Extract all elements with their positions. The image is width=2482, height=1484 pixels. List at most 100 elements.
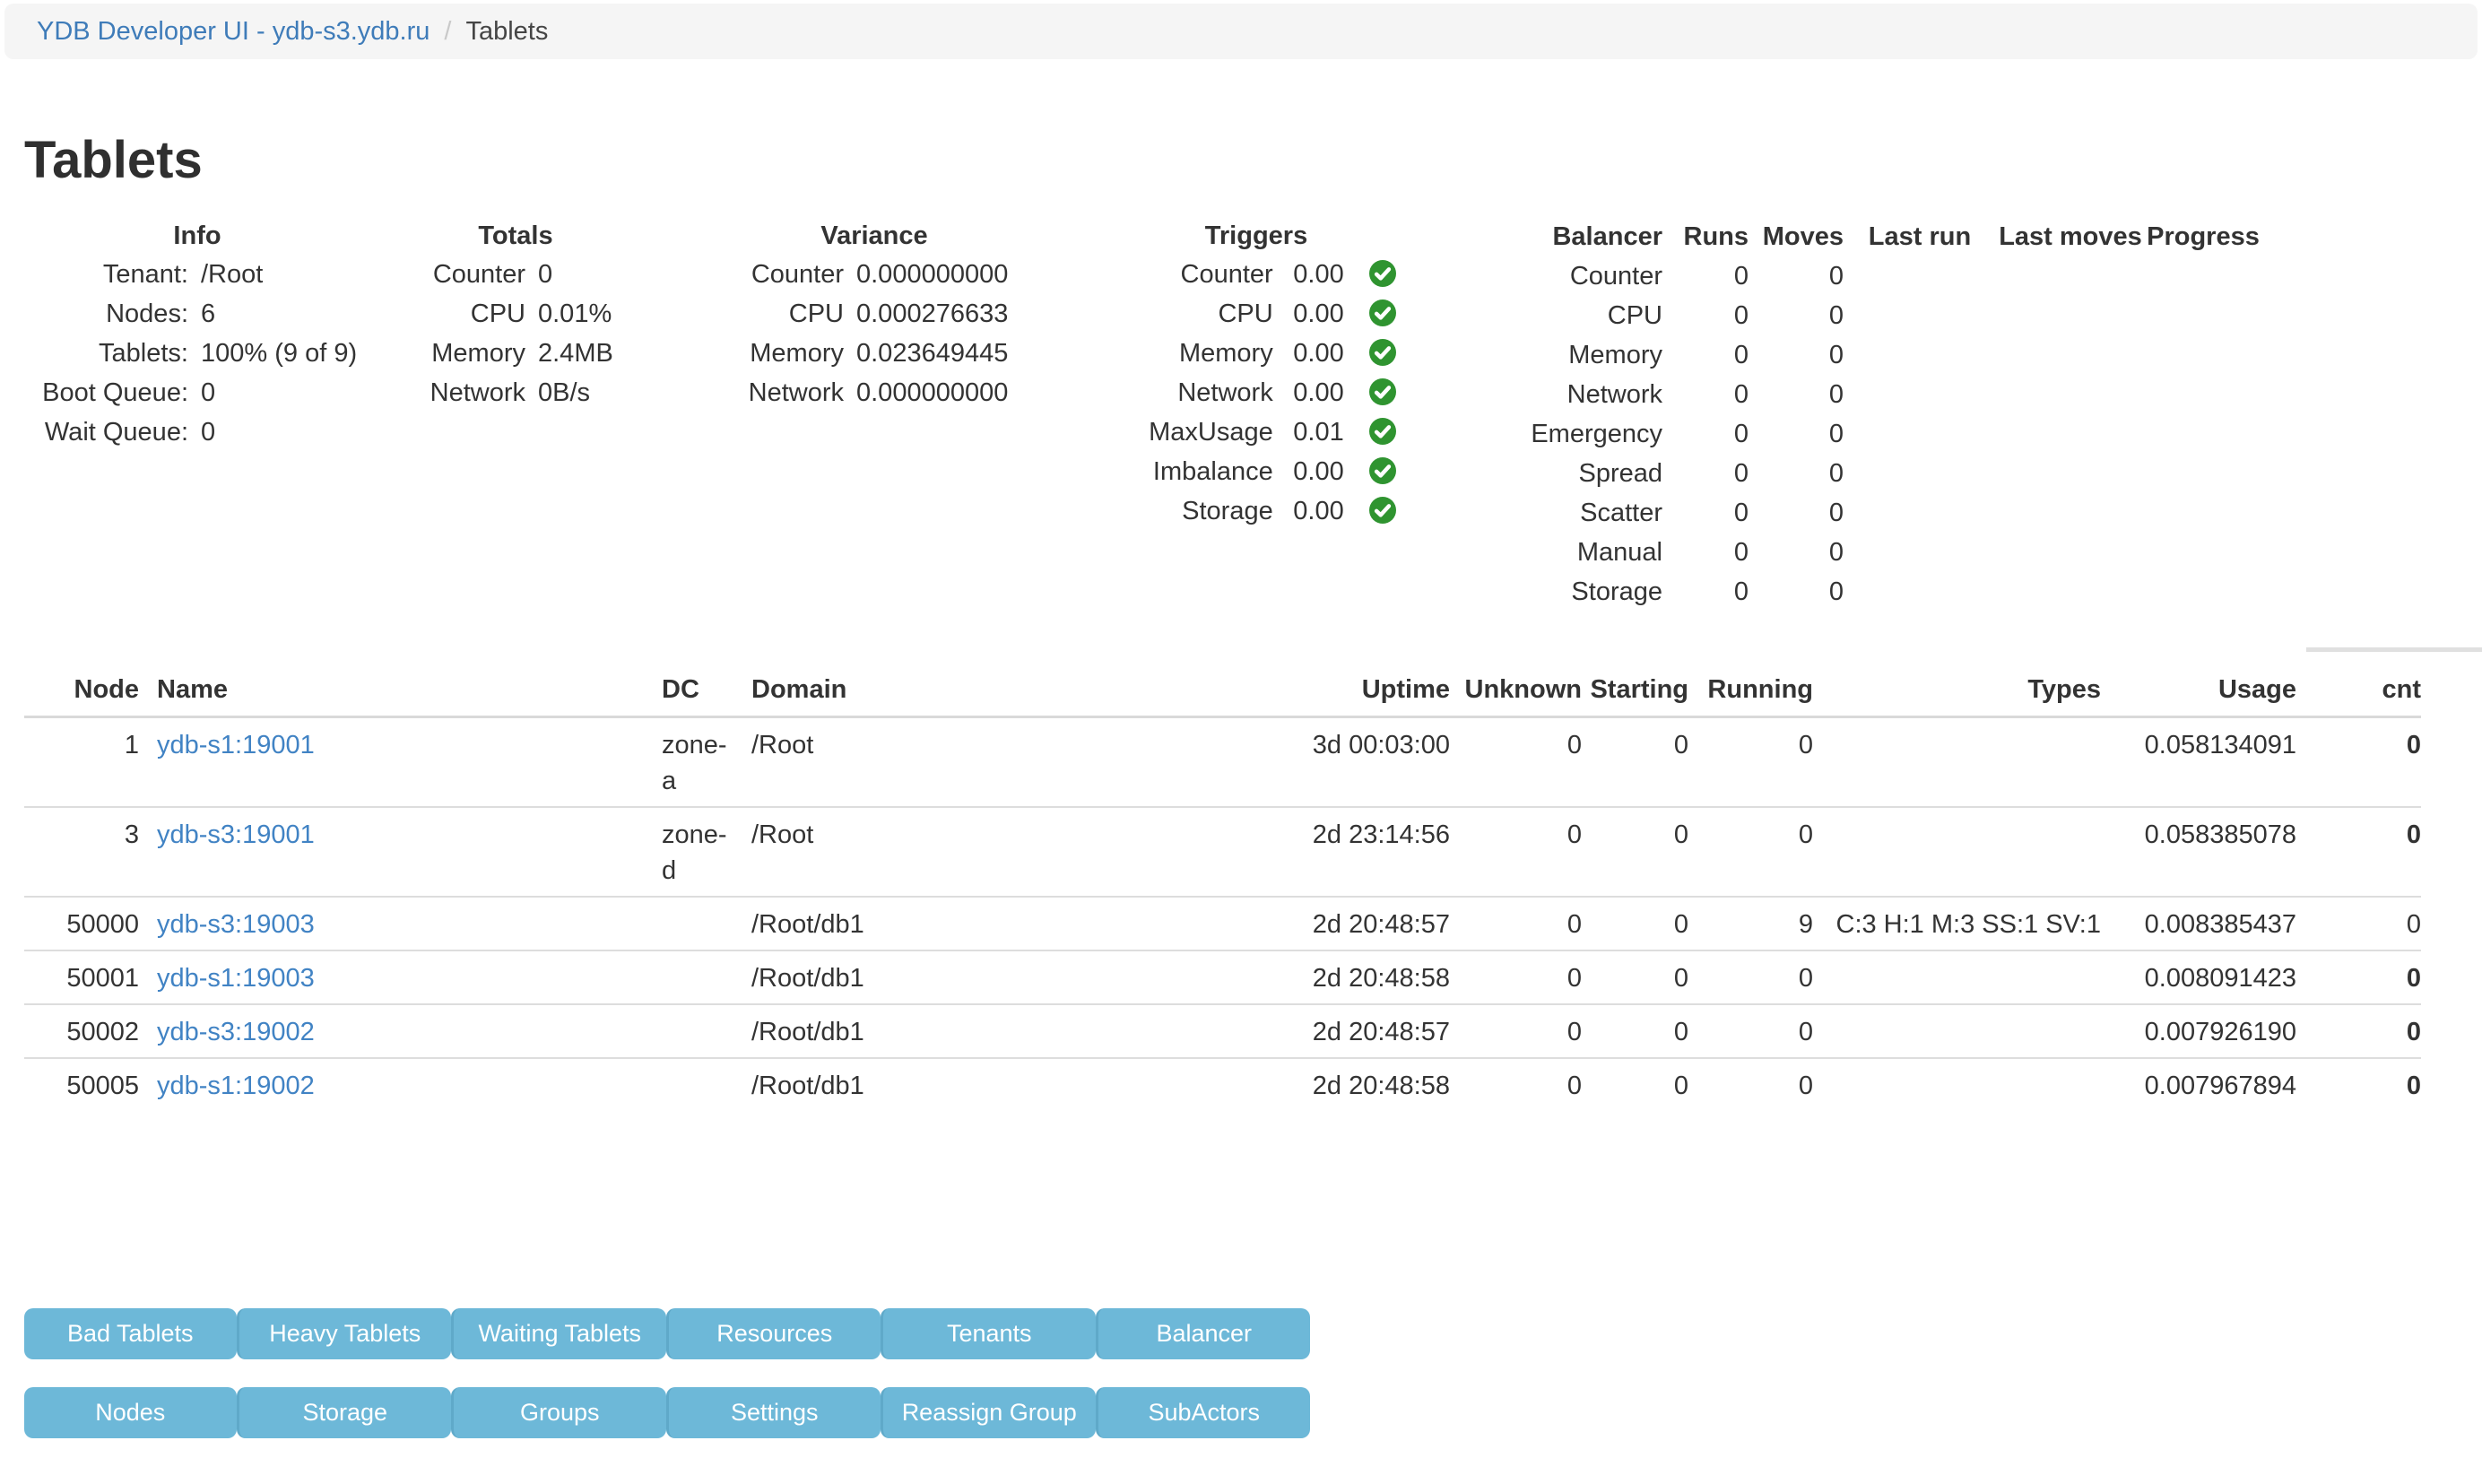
cell-starting: 0: [1582, 806, 1688, 897]
moves-value: 0: [1828, 538, 1844, 567]
balancer-row: Manual 0 0: [1519, 533, 2261, 572]
stat-value: 6: [201, 299, 216, 328]
balancer-row: Scatter 0 0: [1519, 493, 2261, 533]
stat-row: Boot Queue: 0: [27, 373, 368, 412]
balancer-label: Manual: [1576, 538, 1662, 567]
moves-header: Moves: [1762, 222, 1844, 251]
cell-usage: 0.007926190: [2101, 1003, 2296, 1058]
check-circle-icon: [1369, 418, 1396, 445]
balancer-row: Counter 0 0: [1519, 256, 2261, 296]
action-buttons-row-1: Bad Tablets Heavy Tablets Waiting Tablet…: [24, 1308, 1310, 1359]
node-link[interactable]: ydb-s3:19003: [157, 910, 315, 939]
runs-header: Runs: [1683, 222, 1749, 251]
balancer-button[interactable]: Balancer: [1095, 1308, 1310, 1359]
variance-panel-title: Variance: [820, 221, 928, 250]
stat-row: Counter 0.000000000: [695, 255, 1054, 294]
node-link[interactable]: ydb-s1:19003: [157, 964, 315, 993]
stat-label: Network: [1177, 378, 1273, 407]
settings-button[interactable]: Settings: [665, 1387, 881, 1438]
balancer-label: Storage: [1571, 577, 1662, 606]
groups-button[interactable]: Groups: [451, 1387, 666, 1438]
stat-label: Memory: [1178, 339, 1273, 368]
runs-value: 0: [1733, 380, 1749, 409]
check-circle-icon: [1369, 260, 1396, 287]
progress-header: Progress: [2147, 222, 2260, 251]
cell-running: 9: [1688, 896, 1813, 950]
stat-label: Imbalance: [1152, 457, 1273, 486]
moves-value: 0: [1828, 301, 1844, 330]
nodes-button[interactable]: Nodes: [24, 1387, 237, 1438]
check-circle-icon: [1369, 457, 1396, 484]
stat-row: Wait Queue: 0: [27, 412, 368, 452]
cell-domain: /Root: [751, 806, 1289, 897]
stat-row: CPU 0.00: [1116, 294, 1396, 334]
stat-row: MaxUsage 0.01: [1116, 412, 1396, 452]
cell-starting: 0: [1582, 950, 1688, 1004]
breadcrumb: YDB Developer UI - ydb-s3.ydb.ru / Tablets: [4, 4, 2478, 59]
cell-running: 0: [1688, 716, 1813, 807]
cell-cnt: 0: [2296, 1003, 2421, 1058]
runs-value: 0: [1733, 538, 1749, 567]
types-header: Types: [1813, 665, 2101, 718]
reassign-group-button[interactable]: Reassign Group: [881, 1387, 1096, 1438]
balancer-label: CPU: [1607, 301, 1662, 330]
stat-label: Tablets:: [99, 339, 188, 368]
tenants-button[interactable]: Tenants: [881, 1308, 1096, 1359]
balancer-table: Balancer Runs Moves Last run Last moves …: [1519, 217, 2261, 612]
node-header: Node: [24, 665, 139, 718]
stat-row: Network 0.000000000: [695, 373, 1054, 412]
triggers-table: Counter 0.00 CPU 0.00 Memory 0.00 Network 0.…: [1116, 255, 1396, 531]
resources-button[interactable]: Resources: [665, 1308, 881, 1359]
node-link[interactable]: ydb-s3:19002: [157, 1018, 315, 1046]
stat-label: Network: [748, 378, 844, 407]
stat-row: Memory 0.023649445: [695, 334, 1054, 373]
last-moves-header: Last moves: [1999, 222, 2142, 251]
triggers-panel-title: Triggers: [1204, 221, 1308, 250]
stat-row: Imbalance 0.00: [1116, 452, 1396, 491]
stat-value: 100% (9 of 9): [201, 339, 358, 368]
subactors-button[interactable]: SubActors: [1095, 1387, 1310, 1438]
node-link[interactable]: ydb-s1:19001: [157, 731, 315, 759]
stat-label: Tenant:: [102, 260, 188, 289]
cell-usage: 0.007967894: [2101, 1057, 2296, 1111]
variance-table: Counter 0.000000000 CPU 0.000276633 Memory…: [695, 255, 1054, 412]
stat-row: Storage 0.00: [1116, 491, 1396, 531]
cell-node: 50002: [24, 1003, 139, 1058]
stat-value: /Root: [201, 260, 264, 289]
usage-header: Usage: [2101, 665, 2296, 718]
breadcrumb-home-link[interactable]: YDB Developer UI - ydb-s3.ydb.ru: [37, 17, 430, 46]
waiting-tablets-button[interactable]: Waiting Tablets: [451, 1308, 666, 1359]
cell-types: [1813, 1057, 2101, 1111]
variance-panel: Variance Counter 0.000000000 CPU 0.0002766…: [695, 217, 1054, 412]
check-circle-icon: [1369, 378, 1396, 405]
stat-row: Counter 0: [404, 255, 628, 294]
stat-label: Counter: [432, 260, 525, 289]
cell-dc: zone-d: [662, 806, 751, 897]
cell-types: [1813, 1003, 2101, 1058]
storage-button[interactable]: Storage: [236, 1387, 451, 1438]
bad-tablets-button[interactable]: Bad Tablets: [24, 1308, 237, 1359]
runs-value: 0: [1733, 577, 1749, 606]
cell-node: 3: [24, 806, 139, 897]
stat-label: CPU: [788, 299, 844, 328]
stat-value: 0.00: [1293, 497, 1344, 525]
cell-node: 50000: [24, 896, 139, 950]
stat-label: Counter: [751, 260, 844, 289]
uptime-header: Uptime: [1289, 665, 1450, 718]
node-link[interactable]: ydb-s1:19002: [157, 1072, 315, 1100]
stat-value: 0: [201, 418, 216, 447]
cell-cnt: 0: [2296, 806, 2421, 897]
node-link[interactable]: ydb-s3:19001: [157, 820, 315, 849]
stat-row: Counter 0.00: [1116, 255, 1396, 294]
stat-value: 2.4MB: [538, 339, 613, 368]
balancer-row: Emergency 0 0: [1519, 414, 2261, 454]
heavy-tablets-button[interactable]: Heavy Tablets: [236, 1308, 451, 1359]
unknown-header: Unknown: [1450, 665, 1582, 718]
table-row: 3 ydb-s3:19001 zone-d /Root 2d 23:14:56 …: [24, 806, 2421, 897]
balancer-row: Network 0 0: [1519, 375, 2261, 414]
cell-domain: /Root/db1: [751, 950, 1289, 1004]
totals-panel: Totals Counter 0 CPU 0.01% Memory 2.4MB Net…: [404, 217, 628, 412]
triggers-panel: Triggers Counter 0.00 CPU 0.00 Memory 0.00 …: [1116, 217, 1396, 531]
cnt-column-top-border: [2306, 647, 2482, 652]
cell-node: 1: [24, 716, 139, 807]
